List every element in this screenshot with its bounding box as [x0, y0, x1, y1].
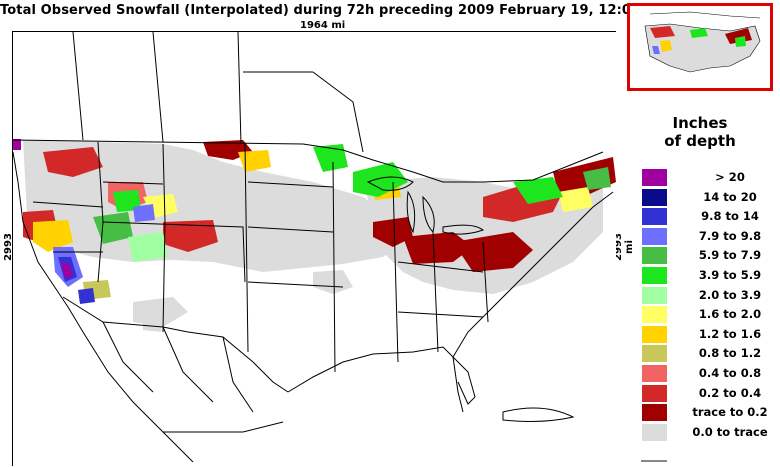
legend-label: 7.9 to 9.8	[698, 228, 762, 243]
snow-heavy-areas	[13, 139, 155, 304]
map-title: Total Observed Snowfall (Interpolated) d…	[0, 3, 655, 18]
snow-green-areas	[93, 144, 611, 262]
legend-swatch	[642, 266, 667, 284]
legend-swatch	[642, 188, 667, 206]
legend-label: 5.9 to 7.9	[698, 248, 762, 263]
legend-label: 2.0 to 3.9	[698, 287, 762, 302]
legend-swatch	[642, 423, 667, 441]
legend-swatch	[642, 169, 667, 186]
legend-label: 0.8 to 1.2	[698, 346, 762, 361]
legend-swatch	[642, 208, 667, 226]
boundaries	[13, 32, 614, 463]
legend-title-line2: of depth	[664, 132, 736, 150]
legend-label: 14 to 20	[703, 189, 757, 204]
legend-label: 3.9 to 5.9	[698, 267, 762, 282]
legend-label: 0.2 to 0.4	[698, 385, 762, 400]
overview-inset-map[interactable]	[627, 3, 773, 91]
legend-label: 1.2 to 1.6	[698, 326, 762, 341]
width-distance-label: 1964 mi	[300, 20, 346, 31]
legend-label: trace to 0.2	[692, 405, 768, 420]
bottom-divider	[641, 460, 667, 467]
legend-swatch	[642, 247, 667, 265]
legend-swatch	[642, 345, 667, 363]
legend-swatch	[642, 364, 667, 382]
legend-label: 9.8 to 14	[701, 209, 759, 224]
legend-swatch	[642, 227, 667, 245]
legend-title-line1: Inches	[672, 114, 728, 132]
legend-label: 0.4 to 0.8	[698, 365, 762, 380]
inset-svg	[630, 6, 770, 88]
legend-swatch	[642, 404, 667, 422]
legend-label: 1.6 to 2.0	[698, 307, 762, 322]
legend-label: > 20	[715, 170, 745, 184]
snowfall-map[interactable]	[12, 31, 616, 466]
legend-swatch	[642, 306, 667, 324]
height-distance-label-right: 2993 mi	[613, 233, 635, 261]
legend-swatch	[642, 325, 667, 343]
legend-title: Inches of depth	[640, 114, 760, 150]
legend-swatch	[642, 286, 667, 304]
legend-label: 0.0 to trace	[692, 424, 768, 439]
legend-swatch	[642, 384, 667, 402]
